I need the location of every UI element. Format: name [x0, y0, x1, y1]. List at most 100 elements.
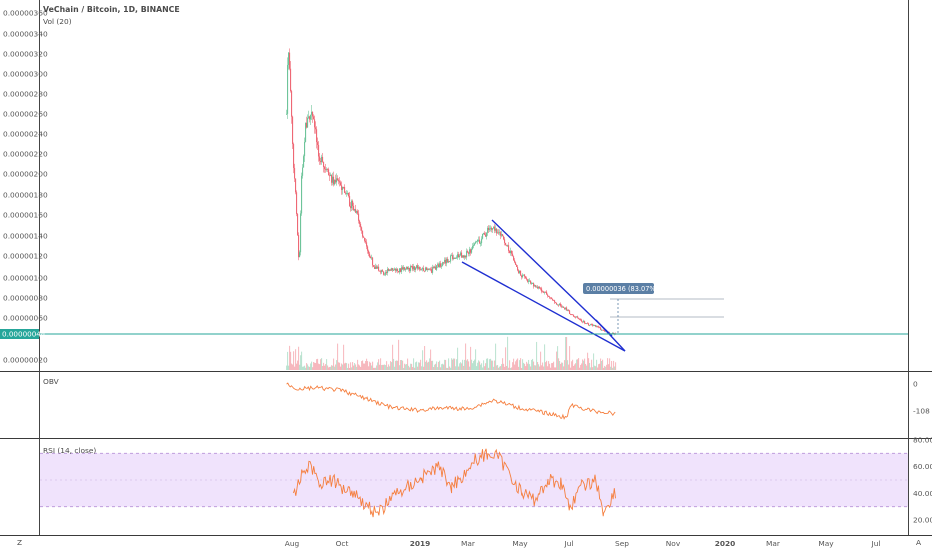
price-candle — [482, 233, 484, 239]
volume-bar — [306, 363, 308, 370]
volume-bar — [462, 359, 464, 370]
price-candle — [352, 200, 354, 206]
price-candle — [426, 267, 428, 271]
price-candle — [592, 324, 594, 326]
volume-bar — [483, 360, 485, 370]
volume-bar — [379, 364, 381, 370]
volume-bar — [589, 362, 591, 370]
price-candle — [319, 156, 321, 161]
volume-bar — [473, 360, 475, 370]
volume-bar — [566, 337, 568, 370]
price-candle — [537, 286, 539, 289]
price-tick-label: 0.00000340 — [3, 30, 48, 39]
price-candle — [357, 211, 359, 214]
volume-bar — [331, 365, 333, 370]
volume-bar — [576, 359, 578, 370]
volume-bar — [334, 366, 336, 370]
volume-bar — [596, 359, 598, 370]
volume-bar — [351, 367, 353, 370]
volume-bar — [572, 359, 574, 370]
volume-bar — [478, 360, 480, 370]
time-tick-label: Jul — [871, 539, 881, 548]
volume-bar — [414, 367, 416, 370]
volume-bar — [580, 364, 582, 370]
volume-bar — [366, 358, 368, 370]
price-candle — [502, 234, 504, 237]
chart-title: VeChain / Bitcoin, 1D, BINANCE — [43, 5, 180, 14]
price-candle — [593, 325, 595, 327]
wedge-upper-trendline[interactable] — [491, 219, 613, 337]
volume-bar — [392, 344, 394, 370]
price-candle — [584, 320, 586, 324]
price-candle — [603, 330, 605, 331]
price-candle — [390, 269, 392, 271]
price-candle — [455, 257, 457, 259]
price-candle — [524, 274, 526, 277]
volume-bar — [533, 361, 535, 370]
wedge-extension-line[interactable] — [595, 319, 626, 352]
price-candle — [591, 324, 593, 326]
volume-bar — [344, 363, 346, 370]
timezone-corner[interactable]: Z — [17, 538, 22, 547]
volume-bar — [409, 367, 411, 370]
volume-bar — [436, 361, 438, 370]
price-candle — [445, 259, 447, 264]
current-price-tag — [0, 329, 39, 339]
volume-bar — [564, 360, 566, 370]
volume-bar — [532, 358, 534, 370]
auto-scale-button[interactable]: A — [916, 538, 921, 547]
price-candle — [474, 243, 476, 246]
price-candle — [393, 270, 395, 271]
volume-bar — [298, 346, 300, 370]
volume-bar — [415, 362, 417, 370]
price-candle — [439, 263, 441, 268]
volume-bar — [542, 362, 544, 370]
volume-bar — [605, 366, 607, 370]
price-candle — [376, 266, 378, 269]
volume-bar — [501, 364, 503, 370]
volume-bar — [357, 359, 359, 370]
volume-bar — [413, 358, 415, 370]
volume-bar — [432, 360, 434, 370]
price-candle — [500, 232, 502, 236]
price-candle — [548, 295, 550, 297]
volume-bar — [353, 365, 355, 370]
price-candle — [501, 234, 503, 236]
price-candle — [613, 332, 615, 335]
price-candle — [561, 305, 563, 307]
price-candle — [453, 257, 455, 259]
price-candle — [446, 258, 448, 264]
volume-bar — [371, 365, 373, 370]
volume-bar — [352, 362, 354, 370]
price-candle — [540, 288, 542, 290]
volume-bar — [299, 364, 301, 370]
volume-bar — [410, 363, 412, 370]
price-candle — [421, 268, 423, 270]
volume-label: Vol (20) — [43, 17, 72, 26]
volume-bar — [412, 367, 414, 370]
price-candle — [546, 291, 548, 295]
price-candle — [289, 52, 291, 69]
volume-bar — [441, 364, 443, 370]
volume-bar — [364, 363, 366, 370]
price-candle — [564, 307, 566, 309]
price-candle — [457, 254, 459, 258]
wedge-lower-trendline[interactable] — [461, 261, 626, 352]
price-candle — [520, 270, 522, 276]
price-candle — [300, 213, 302, 253]
volume-bar — [519, 360, 521, 370]
price-candle — [493, 226, 495, 229]
volume-bar — [482, 367, 484, 370]
price-candle — [558, 304, 560, 306]
volume-bar — [560, 363, 562, 370]
price-candle — [513, 256, 515, 261]
price-candle — [509, 250, 511, 254]
volume-bar — [295, 349, 297, 370]
volume-bar — [491, 360, 493, 370]
volume-bar — [405, 364, 407, 370]
price-candle — [377, 266, 379, 269]
volume-bar — [336, 360, 338, 370]
price-candle — [470, 249, 472, 253]
price-candle — [535, 285, 537, 287]
price-candle — [306, 122, 308, 128]
